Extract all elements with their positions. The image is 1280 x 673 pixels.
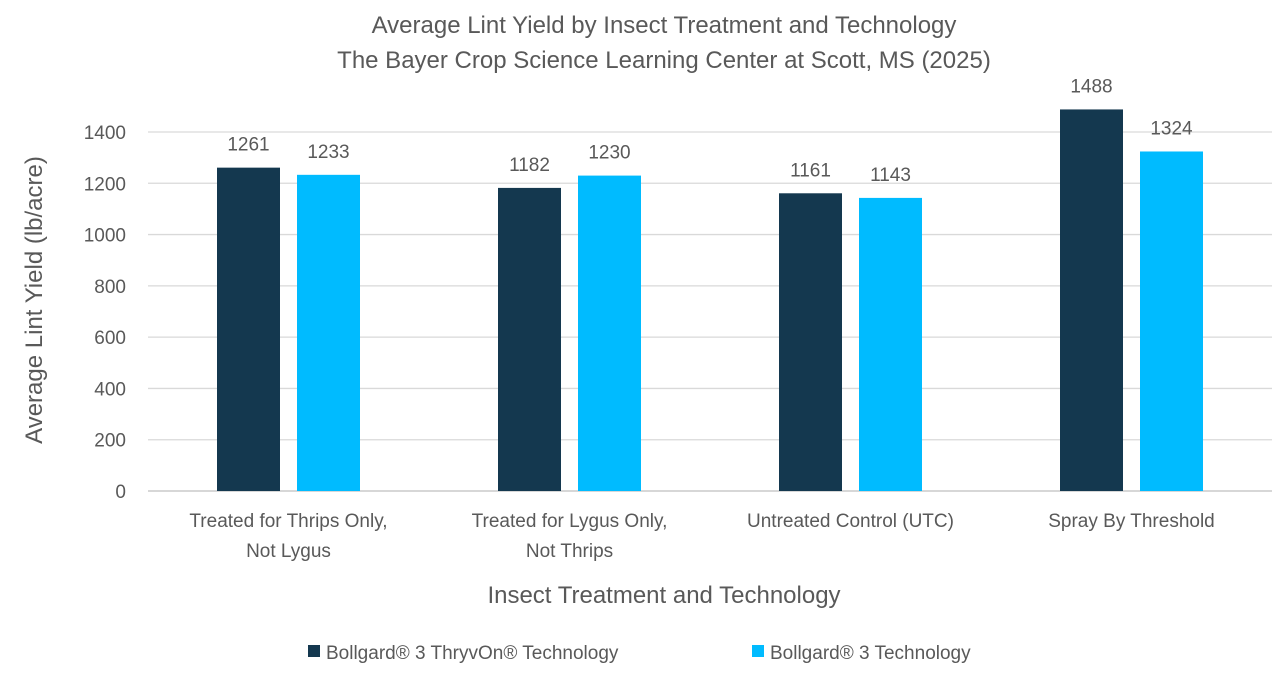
chart-title: Average Lint Yield by Insect Treatment a…: [372, 12, 957, 39]
y-tick-label: 400: [94, 379, 126, 400]
data-label: 1161: [790, 160, 831, 181]
y-tick-label: 0: [115, 482, 126, 503]
data-label: 1488: [1070, 76, 1112, 97]
legend-swatch: [308, 645, 320, 657]
bar: [859, 197, 922, 491]
legend-label: Bollgard® 3 ThryvOn® Technology: [326, 643, 619, 664]
data-label: 1324: [1150, 118, 1193, 139]
y-axis-ticks: 0 200 400 600 800 1000 1200 1400: [84, 123, 126, 503]
y-tick-label: 1000: [84, 226, 126, 247]
data-label: 1261: [227, 135, 269, 156]
x-tick-label: Treated for Lygus Only,: [472, 511, 668, 532]
legend-swatch: [752, 645, 764, 657]
x-tick-label: Treated for Thrips Only,: [189, 511, 387, 532]
data-label: 1182: [509, 155, 550, 176]
x-axis-label: Insect Treatment and Technology: [487, 582, 840, 609]
legend: Bollgard® 3 ThryvOn® Technology Bollgard®…: [308, 643, 971, 664]
bar: [297, 174, 360, 491]
x-tick-label: Not Lygus: [246, 541, 331, 562]
y-tick-label: 600: [94, 328, 126, 349]
data-label: 1233: [307, 142, 349, 163]
x-tick-label: Not Thrips: [526, 541, 613, 562]
y-tick-label: 800: [94, 277, 126, 298]
bar: [779, 193, 842, 491]
bar: [498, 187, 561, 491]
chart-subtitle: The Bayer Crop Science Learning Center a…: [337, 47, 991, 74]
bar: [578, 175, 641, 492]
legend-label: Bollgard® 3 Technology: [770, 643, 971, 664]
y-axis-label: Average Lint Yield (lb/acre): [21, 156, 48, 444]
data-label: 1143: [870, 165, 911, 186]
y-tick-label: 1200: [84, 174, 126, 195]
y-tick-label: 1400: [84, 123, 126, 144]
bars: [217, 109, 1203, 492]
x-tick-label: Spray By Threshold: [1048, 511, 1215, 532]
data-labels: 1261 1233 1182 1230 1161 1143 1488 1324: [227, 76, 1193, 185]
y-tick-label: 200: [94, 431, 126, 452]
data-label: 1230: [588, 143, 630, 164]
x-tick-label: Untreated Control (UTC): [747, 511, 954, 532]
bar: [217, 167, 280, 492]
x-axis-ticks: Treated for Thrips Only, Not Lygus Treated…: [189, 511, 1214, 562]
bar: [1140, 151, 1203, 491]
bar: [1060, 109, 1123, 491]
